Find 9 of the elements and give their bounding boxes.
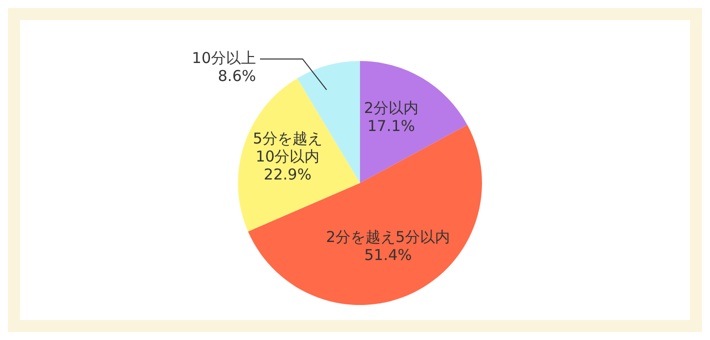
data-label: 22.9% [264, 165, 312, 184]
data-label: 8.6% [218, 67, 256, 85]
pie-slice [360, 61, 468, 183]
slice-label: 2分を越え5分以内 [326, 228, 450, 246]
data-label: 17.1% [367, 117, 416, 136]
slice-label: 5分を越え10分以内 [252, 129, 322, 166]
slice-label: 2分以内 [364, 99, 418, 118]
data-label: 51.4% [364, 246, 412, 264]
slice-label: 10分以上 [192, 49, 256, 67]
